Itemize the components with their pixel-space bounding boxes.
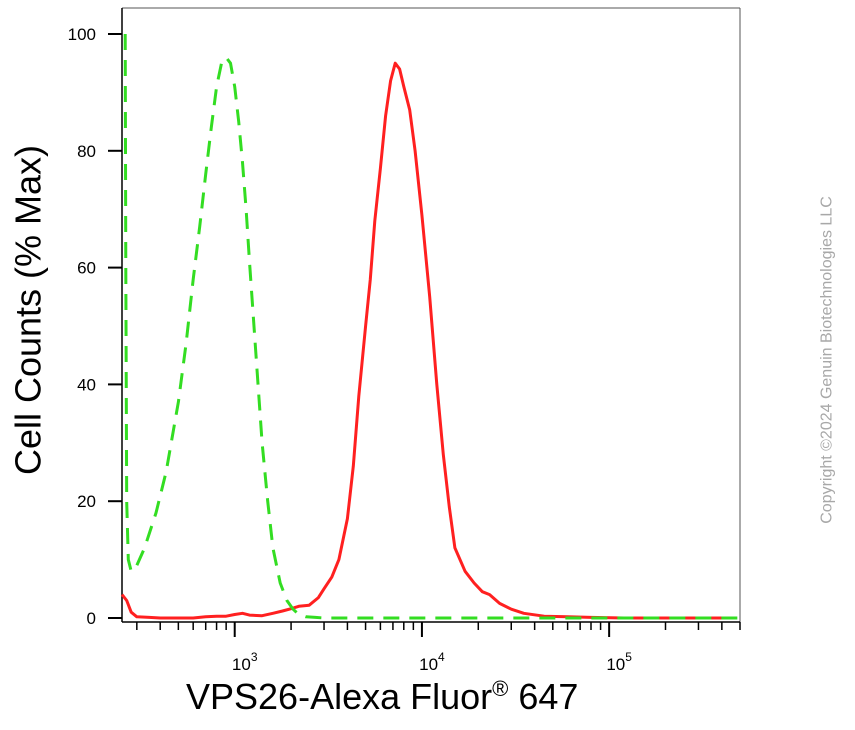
y-axis-title: Cell Counts (% Max) bbox=[8, 145, 48, 475]
y-tick-label: 40 bbox=[77, 375, 96, 394]
y-tick-label: 20 bbox=[77, 492, 96, 511]
x-axis-title: VPS26-Alexa Fluor® 647 bbox=[186, 676, 578, 718]
x-ticks: 103 104 105 bbox=[136, 622, 741, 674]
copyright-watermark: Copyright ©2024 Genuin Biotechnologies L… bbox=[819, 196, 836, 524]
x-axis-title-main: VPS26-Alexa Fluor bbox=[186, 676, 493, 717]
series-line-2 bbox=[123, 33, 740, 620]
copyright-watermark-box: Copyright ©2024 Genuin Biotechnologies L… bbox=[819, 196, 836, 524]
x-tick-label-exponent: 5 bbox=[625, 650, 632, 664]
x-tick-label: 104 bbox=[419, 650, 445, 674]
series-layer bbox=[120, 33, 740, 620]
y-tick-label: 80 bbox=[77, 142, 96, 161]
x-axis-title-tail: 647 bbox=[508, 676, 579, 717]
x-tick-label-exponent: 3 bbox=[251, 650, 258, 664]
x-tick-label: 105 bbox=[606, 650, 632, 674]
x-tick-label-exponent: 4 bbox=[438, 650, 445, 664]
y-tick-label: 60 bbox=[77, 259, 96, 278]
y-axis-title-box: Cell Counts (% Max) bbox=[8, 145, 48, 475]
x-tick-label: 103 bbox=[232, 650, 258, 674]
series-line-1 bbox=[120, 61, 732, 620]
x-axis-title-registered: ® bbox=[492, 676, 509, 701]
plot-frame bbox=[121, 7, 741, 623]
y-tick-label: 0 bbox=[87, 609, 96, 628]
y-ticks: 0 20 40 60 80 100 bbox=[68, 25, 122, 628]
y-tick-label: 100 bbox=[68, 25, 96, 44]
